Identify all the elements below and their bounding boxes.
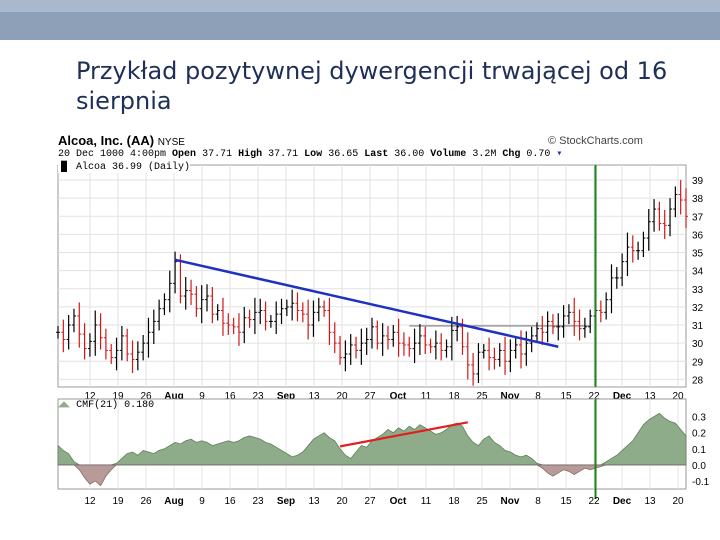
price-x-tick-label: Oct <box>390 391 407 401</box>
price-x-tick-label: 13 <box>644 391 656 401</box>
cmf-y-tick-label: 0.0 <box>692 461 706 472</box>
cmf-x-tick-label: 15 <box>560 496 572 507</box>
price-x-tick-label: 16 <box>224 391 236 401</box>
slide-header-highlight <box>0 0 720 12</box>
price-y-tick-label: 28 <box>692 375 704 386</box>
cmf-y-tick-label: 0.3 <box>692 413 706 424</box>
price-y-tick-label: 36 <box>692 230 704 241</box>
last-label: Last <box>364 149 389 160</box>
cmf-x-tick-label: 8 <box>535 496 541 507</box>
price-x-tick-label: 26 <box>140 391 152 401</box>
cmf-x-tick-label: 23 <box>252 496 264 507</box>
price-x-tick-label: 27 <box>364 391 376 401</box>
price-y-tick-label: 32 <box>692 303 704 314</box>
cmf-x-tick-label: Oct <box>390 496 407 507</box>
price-x-tick-label: 23 <box>252 391 264 401</box>
chg-label: Chg <box>502 149 521 160</box>
price-y-tick-label: 39 <box>692 176 704 187</box>
volume-label: Volume <box>430 149 467 160</box>
cmf-x-tick-label: 18 <box>448 496 460 507</box>
price-legend-icon: ▐▌ <box>58 162 71 173</box>
price-x-tick-label: 12 <box>84 391 96 401</box>
price-x-tick-label: 22 <box>588 391 600 401</box>
price-plot-frame <box>57 164 687 388</box>
price-y-tick-label: 34 <box>692 267 704 278</box>
price-x-tick-label: Dec <box>613 391 632 401</box>
cmf-x-tick-label: Sep <box>277 496 295 507</box>
chart-date: 20 Dec 1000 4:00pm <box>58 149 167 160</box>
cmf-y-tick-label: 0.2 <box>692 429 706 440</box>
cmf-legend: ◢◣ CMF(21) 0.180 <box>58 399 154 411</box>
cmf-x-tick-label: Nov <box>501 496 520 507</box>
cmf-y-tick-label: 0.1 <box>692 445 706 456</box>
cmf-y-tick-label: -0.1 <box>692 477 710 488</box>
price-y-tick-label: 35 <box>692 249 704 260</box>
cmf-x-tick-label: Dec <box>613 496 632 507</box>
price-x-tick-label: 20 <box>672 391 684 401</box>
cmf-legend-text: CMF(21) 0.180 <box>76 400 155 411</box>
cmf-x-tick-label: 13 <box>308 496 320 507</box>
trend-line <box>174 258 559 348</box>
price-legend: ▐▌ Alcoa 36.99 (Daily) <box>58 162 191 173</box>
cmf-x-tick-label: 20 <box>672 496 684 507</box>
chg-value: 0.70 <box>526 149 551 160</box>
price-x-tick-label: 13 <box>308 391 320 401</box>
price-y-tick-label: 31 <box>692 321 704 332</box>
last-value: 36.00 <box>394 149 425 160</box>
price-x-tick-label: 8 <box>535 391 541 401</box>
open-value: 37.71 <box>202 149 233 160</box>
cmf-legend-icon: ◢◣ <box>58 400 71 411</box>
price-x-tick-label: Nov <box>501 391 520 401</box>
price-chart: 28 29 30 31 32 33 34 35 36 37 38 39 12 19 26 Aug 9 16 23 Se… <box>56 164 704 401</box>
low-label: Low <box>304 149 323 160</box>
chart-brand: © StockCharts.com <box>548 135 643 147</box>
stock-chart: Alcoa, Inc. (AA) NYSE © StockCharts.com … <box>54 133 720 510</box>
slide-header-bar <box>0 0 720 40</box>
cmf-x-tick-label: 12 <box>84 496 96 507</box>
chart-symbol-name: Alcoa, Inc. (AA) <box>58 133 155 148</box>
open-label: Open <box>172 149 197 160</box>
price-x-tick-label: 25 <box>476 391 488 401</box>
cmf-x-tick-label: 11 <box>421 496 432 507</box>
chart-symbol: Alcoa, Inc. (AA) NYSE <box>58 133 185 148</box>
high-label: High <box>238 149 263 160</box>
price-x-tick-label: Sep <box>277 391 295 401</box>
cmf-x-tick-label: 13 <box>644 496 656 507</box>
price-x-tick-label: 15 <box>560 391 572 401</box>
cmf-x-tick-label: 20 <box>336 496 348 507</box>
price-x-tick-label: 18 <box>448 391 460 401</box>
price-x-tick-label: 9 <box>199 391 205 401</box>
price-x-tick-label: 20 <box>336 391 348 401</box>
slide-title: Przykład pozytywnej dywergencji trwające… <box>76 57 668 115</box>
price-y-tick-label: 29 <box>692 357 704 368</box>
high-value: 37.71 <box>268 149 299 160</box>
cmf-x-tick-label: Aug <box>164 496 183 507</box>
cmf-x-tick-label: 27 <box>364 496 376 507</box>
cmf-x-tick-label: 26 <box>140 496 152 507</box>
price-x-tick-label: Aug <box>164 391 183 401</box>
price-y-tick-label: 37 <box>692 212 704 223</box>
price-legend-text: Alcoa 36.99 (Daily) <box>76 162 191 173</box>
cmf-x-tick-label: 9 <box>199 496 205 507</box>
cmf-chart: -0.1 0.0 0.1 0.2 0.3 12 19 26 Aug 9 16 23 Sep 13 20 27 O… <box>57 398 710 507</box>
chg-arrow-icon: ▾ <box>556 149 563 160</box>
cmf-x-tick-label: 22 <box>588 496 600 507</box>
cmf-x-tick-label: 16 <box>224 496 236 507</box>
price-x-tick-label: 11 <box>421 391 432 401</box>
price-y-tick-label: 30 <box>692 339 704 350</box>
price-y-tick-label: 33 <box>692 285 704 296</box>
cmf-x-tick-label: 25 <box>476 496 488 507</box>
chart-quote-line: 20 Dec 1000 4:00pm Open 37.71 High 37.71… <box>58 148 562 160</box>
chart-exchange: NYSE <box>157 137 185 148</box>
divergence-line <box>339 421 469 448</box>
price-x-tick-label: 19 <box>112 391 124 401</box>
cmf-x-tick-label: 19 <box>112 496 124 507</box>
low-value: 36.65 <box>328 149 359 160</box>
volume-value: 3.2M <box>472 149 497 160</box>
price-y-tick-label: 38 <box>692 194 704 205</box>
